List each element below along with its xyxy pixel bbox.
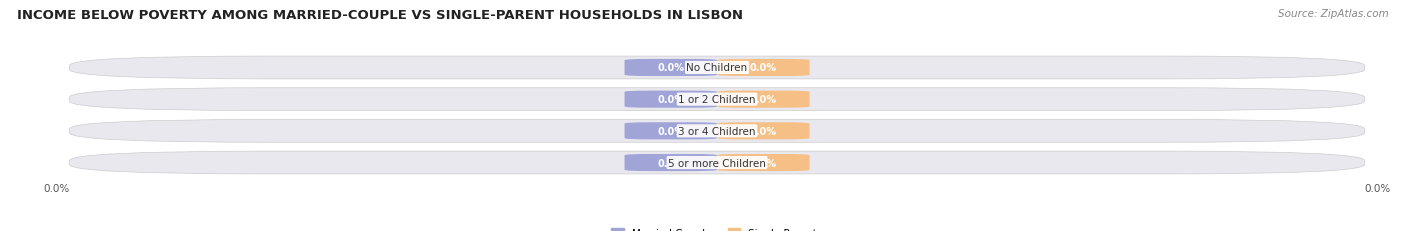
FancyBboxPatch shape — [717, 91, 810, 108]
FancyBboxPatch shape — [69, 57, 1365, 79]
Text: INCOME BELOW POVERTY AMONG MARRIED-COUPLE VS SINGLE-PARENT HOUSEHOLDS IN LISBON: INCOME BELOW POVERTY AMONG MARRIED-COUPL… — [17, 9, 742, 22]
Text: 0.0%: 0.0% — [749, 63, 778, 73]
FancyBboxPatch shape — [624, 154, 717, 171]
Text: 0.0%: 0.0% — [657, 158, 685, 168]
Text: 0.0%: 0.0% — [749, 158, 778, 168]
FancyBboxPatch shape — [717, 60, 810, 77]
FancyBboxPatch shape — [69, 152, 1365, 174]
FancyBboxPatch shape — [624, 91, 717, 108]
Text: No Children: No Children — [686, 63, 748, 73]
Text: 1 or 2 Children: 1 or 2 Children — [678, 95, 756, 105]
Text: 0.0%: 0.0% — [657, 126, 685, 136]
FancyBboxPatch shape — [624, 123, 717, 140]
FancyBboxPatch shape — [69, 88, 1365, 111]
FancyBboxPatch shape — [717, 154, 810, 171]
FancyBboxPatch shape — [717, 123, 810, 140]
Text: 0.0%: 0.0% — [749, 95, 778, 105]
Text: Source: ZipAtlas.com: Source: ZipAtlas.com — [1278, 9, 1389, 19]
FancyBboxPatch shape — [624, 60, 717, 77]
Text: 5 or more Children: 5 or more Children — [668, 158, 766, 168]
Text: 0.0%: 0.0% — [749, 126, 778, 136]
Text: 0.0%: 0.0% — [657, 95, 685, 105]
Text: 0.0%: 0.0% — [657, 63, 685, 73]
FancyBboxPatch shape — [69, 120, 1365, 143]
Text: 3 or 4 Children: 3 or 4 Children — [678, 126, 756, 136]
Legend: Married Couples, Single Parents: Married Couples, Single Parents — [607, 224, 827, 231]
